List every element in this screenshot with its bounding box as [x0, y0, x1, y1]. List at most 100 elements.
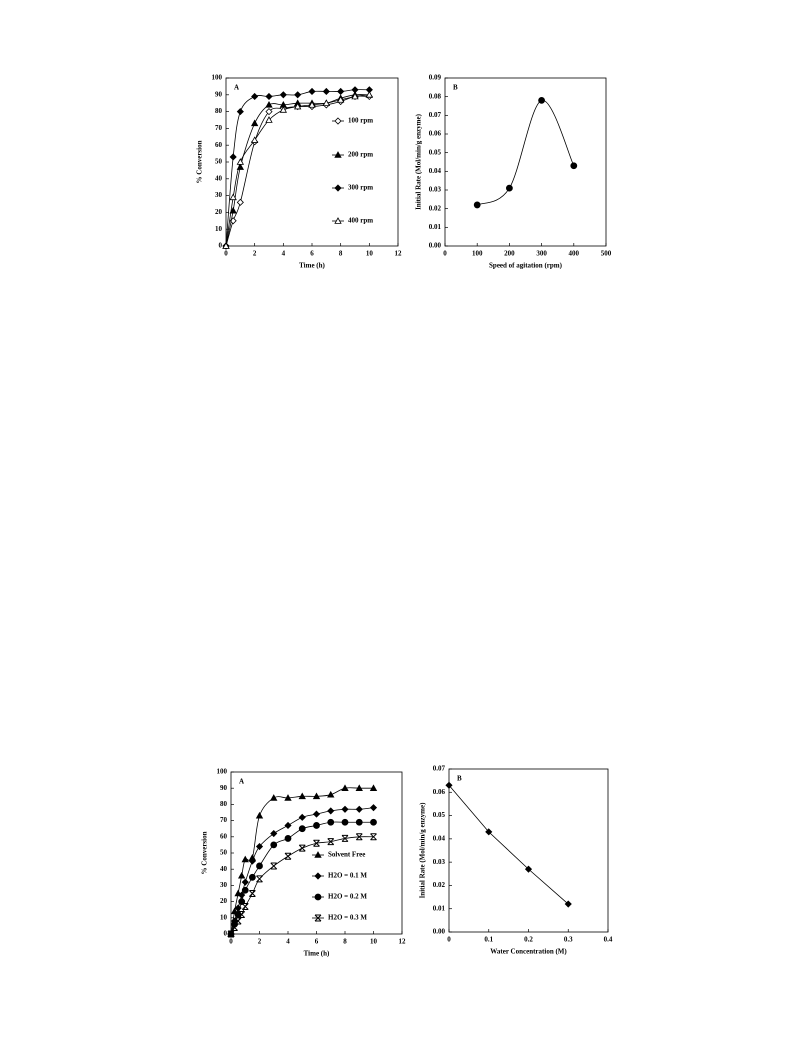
- marker: [255, 811, 264, 819]
- y-tick-label: 30: [220, 881, 228, 889]
- legend-marker: [334, 184, 342, 192]
- y-tick-label: 0.03: [429, 186, 442, 194]
- marker: [256, 875, 263, 883]
- x-tick-label: 0.2: [524, 936, 533, 944]
- marker: [485, 828, 493, 836]
- marker: [293, 102, 302, 110]
- x-axis-label: Time (h): [299, 262, 325, 270]
- legend-marker: [314, 914, 322, 922]
- y-tick-label: 0.07: [429, 111, 442, 119]
- y-tick-label: 10: [220, 913, 228, 921]
- panel-label: B: [457, 775, 462, 783]
- legend-marker: [314, 851, 322, 858]
- y-tick-label: 0.03: [433, 858, 446, 866]
- x-tick-label: 0.3: [564, 936, 573, 944]
- marker: [234, 917, 242, 925]
- y-tick-label: 0: [224, 930, 228, 938]
- y-tick-label: 0.09: [429, 74, 442, 82]
- legend-label: 100 rpm: [348, 117, 373, 125]
- marker: [265, 108, 273, 116]
- marker: [298, 813, 306, 821]
- y-tick-label: 0.07: [433, 765, 446, 773]
- x-tick-label: 0: [443, 250, 447, 258]
- marker: [370, 833, 377, 841]
- x-tick-label: 6: [315, 938, 319, 946]
- marker: [270, 794, 278, 801]
- marker: [327, 807, 335, 815]
- marker: [322, 99, 331, 106]
- marker: [248, 857, 256, 865]
- y-tick-label: 0.04: [429, 167, 442, 175]
- x-tick-label: 0: [447, 936, 451, 944]
- marker: [236, 158, 245, 165]
- legend-label: Solvent Free: [328, 851, 365, 859]
- marker: [341, 834, 349, 842]
- x-tick-label: 0: [224, 250, 228, 258]
- marker: [337, 87, 345, 96]
- x-tick-label: 300: [536, 250, 547, 258]
- legend-marker: [314, 893, 322, 901]
- marker: [265, 101, 273, 108]
- x-tick-label: 0: [229, 938, 233, 946]
- marker: [270, 841, 278, 849]
- y-axis-label: Initial Rate (Mol/min/g enzyme): [419, 802, 427, 899]
- y-axis-label: Initial Rate (Mol/min/g enzyme): [415, 113, 423, 210]
- marker: [238, 911, 246, 919]
- legend-marker: [334, 151, 342, 158]
- marker: [341, 818, 349, 826]
- marker: [365, 90, 374, 98]
- marker: [538, 97, 545, 104]
- x-tick-label: 2: [258, 938, 262, 946]
- marker: [355, 818, 363, 826]
- marker: [355, 805, 363, 813]
- marker: [294, 91, 302, 99]
- marker: [312, 810, 321, 818]
- y-tick-label: 50: [220, 849, 228, 857]
- marker: [241, 878, 249, 886]
- marker: [355, 833, 363, 841]
- y-tick-label: 0.05: [433, 811, 446, 819]
- marker: [369, 804, 378, 812]
- marker: [284, 794, 292, 801]
- marker: [473, 201, 481, 209]
- marker: [229, 153, 237, 161]
- marker: [229, 193, 237, 201]
- panel-label: B: [453, 84, 458, 92]
- marker: [313, 839, 320, 847]
- y-tick-label: 90: [215, 90, 223, 98]
- y-tick-label: 100: [217, 768, 228, 776]
- x-tick-label: 0.4: [604, 936, 613, 944]
- marker: [251, 92, 259, 101]
- y-axis-label: % Conversion: [196, 140, 204, 183]
- marker: [231, 924, 238, 932]
- x-tick-label: 2: [253, 250, 257, 258]
- marker: [256, 862, 263, 870]
- x-tick-label: 8: [339, 250, 343, 258]
- y-tick-label: 20: [220, 897, 228, 905]
- marker: [505, 184, 513, 192]
- y-tick-label: 0.06: [433, 788, 446, 796]
- marker: [284, 835, 292, 842]
- y-tick-label: 30: [215, 191, 223, 199]
- y-tick-label: 80: [220, 800, 228, 808]
- marker: [250, 136, 259, 143]
- x-tick-label: 200: [504, 250, 515, 258]
- marker: [308, 101, 316, 108]
- marker: [370, 818, 377, 826]
- marker: [222, 242, 230, 249]
- y-tick-label: 70: [215, 124, 223, 132]
- series-line: [477, 99, 575, 206]
- x-tick-label: 4: [286, 938, 290, 946]
- marker: [327, 790, 335, 798]
- y-tick-label: 0.05: [429, 148, 442, 156]
- marker: [312, 792, 321, 800]
- y-tick-label: 0.00: [429, 242, 442, 250]
- y-tick-label: 0.01: [429, 223, 442, 231]
- marker: [564, 900, 572, 908]
- x-tick-label: 6: [310, 250, 314, 258]
- x-tick-label: 400: [569, 250, 580, 258]
- legend-label: 400 rpm: [348, 217, 373, 225]
- marker: [241, 855, 249, 863]
- marker: [241, 902, 249, 910]
- marker: [270, 862, 278, 870]
